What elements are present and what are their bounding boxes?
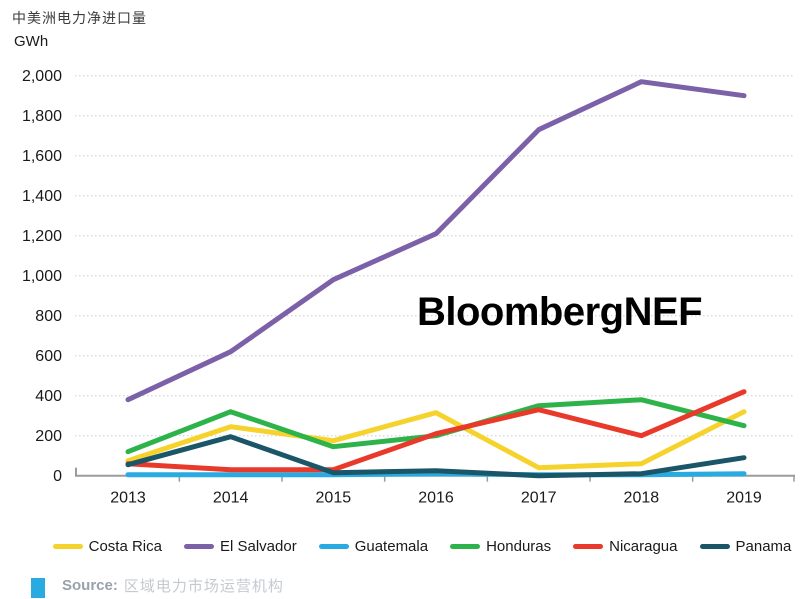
svg-text:1,200: 1,200 [22,228,62,245]
svg-text:1,600: 1,600 [22,148,62,165]
legend-item-panama: Panama [699,538,792,555]
series-line-honduras [125,397,747,455]
svg-text:2013: 2013 [110,490,146,507]
y-axis-labels: 0 200 400 600 800 1,000 1,200 1,400 1,600 1,800 2,… [22,68,62,485]
source-label: Source: [62,577,118,594]
y-axis-unit-label: GWh [14,33,49,50]
svg-text:800: 800 [35,308,62,325]
svg-text:2015: 2015 [316,490,352,507]
svg-text:1,400: 1,400 [22,188,62,205]
legend-swatch-panama [699,544,730,549]
watermark: BloombergNEF [417,290,703,334]
series-line-el-salvador [125,79,747,403]
svg-text:600: 600 [35,348,62,365]
legend-swatch-costa-rica [52,544,83,549]
series-line-nicaragua [125,389,747,473]
legend-label-el-salvador: El Salvador [219,538,297,555]
legend-swatch-nicaragua [573,544,604,549]
legend-label-guatemala: Guatemala [354,538,429,555]
legend-label-nicaragua: Nicaragua [609,538,678,555]
legend-item-honduras: Honduras [450,538,551,555]
legend: Costa Rica El Salvador Guatemala Honduras Ni… [0,538,792,555]
legend-swatch-el-salvador [183,544,214,549]
svg-text:2018: 2018 [624,490,660,507]
legend-item-guatemala: Guatemala [318,538,429,555]
legend-swatch-honduras [450,544,481,549]
legend-item-nicaragua: Nicaragua [573,538,678,555]
legend-label-costa-rica: Costa Rica [88,538,162,555]
series-line-costa-rica [125,409,747,471]
svg-text:0: 0 [53,468,62,485]
legend-item-el-salvador: El Salvador [183,538,297,555]
source-footer: Source: 区域电力市场运营机构 [0,572,800,599]
svg-text:2017: 2017 [521,490,557,507]
svg-text:1,800: 1,800 [22,108,62,125]
svg-text:2016: 2016 [418,490,454,507]
legend-swatch-guatemala [318,544,349,549]
legend-item-costa-rica: Costa Rica [52,538,162,555]
svg-text:1,000: 1,000 [22,268,62,285]
x-axis-labels: 2013 2014 2015 2016 2017 2018 2019 [110,490,762,507]
svg-text:2019: 2019 [726,490,762,507]
chart-title: 中美洲电力净进口量 [12,10,147,26]
source-accent-square-icon [31,577,45,598]
legend-label-honduras: Honduras [486,538,552,555]
line-plot: 0 200 400 600 800 1,000 1,200 1,400 1,600 1,800 2,… [22,68,795,507]
gridlines [75,75,793,437]
svg-text:200: 200 [35,428,62,445]
svg-text:2,000: 2,000 [22,68,62,85]
svg-text:400: 400 [35,388,62,405]
svg-text:2014: 2014 [213,490,249,507]
series-line-panama [125,434,747,479]
legend-label-panama: Panama [735,538,792,555]
source-text: 区域电力市场运营机构 [123,578,284,595]
